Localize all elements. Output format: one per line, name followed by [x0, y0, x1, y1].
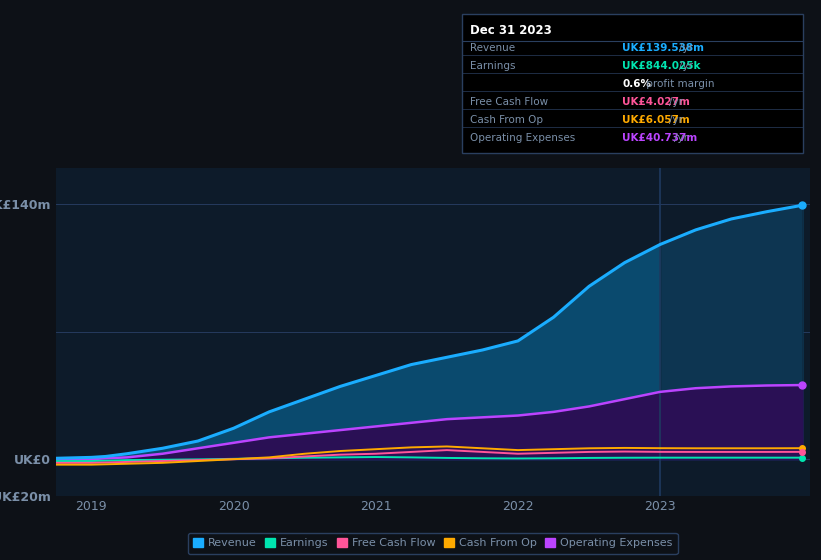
Text: Operating Expenses: Operating Expenses: [470, 133, 576, 143]
Text: /yr: /yr: [674, 133, 688, 143]
Text: UK£6.057m: UK£6.057m: [622, 115, 690, 125]
Text: UK£844.025k: UK£844.025k: [622, 60, 701, 71]
Text: /yr: /yr: [669, 97, 683, 106]
Text: /yr: /yr: [669, 115, 683, 125]
Text: profit margin: profit margin: [643, 78, 714, 88]
Text: Earnings: Earnings: [470, 60, 516, 71]
Text: 0.6%: 0.6%: [622, 78, 651, 88]
Text: UK£40.737m: UK£40.737m: [622, 133, 698, 143]
Legend: Revenue, Earnings, Free Cash Flow, Cash From Op, Operating Expenses: Revenue, Earnings, Free Cash Flow, Cash …: [188, 533, 677, 554]
Text: Free Cash Flow: Free Cash Flow: [470, 97, 548, 106]
Text: /yr: /yr: [679, 43, 693, 53]
Text: /yr: /yr: [679, 60, 693, 71]
Text: UK£139.538m: UK£139.538m: [622, 43, 704, 53]
Text: Cash From Op: Cash From Op: [470, 115, 544, 125]
Text: UK£4.027m: UK£4.027m: [622, 97, 690, 106]
Text: Dec 31 2023: Dec 31 2023: [470, 24, 553, 38]
Text: Revenue: Revenue: [470, 43, 516, 53]
